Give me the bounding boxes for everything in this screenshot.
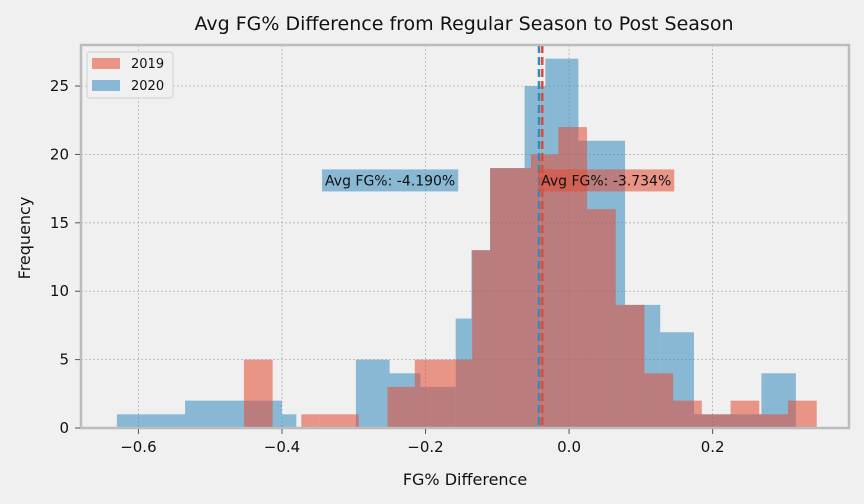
bar-2020 <box>185 400 254 428</box>
bar-2019 <box>730 400 760 428</box>
legend-swatch-2020 <box>92 80 120 91</box>
x-tick-label: 0.0 <box>557 438 581 456</box>
bar-2019 <box>455 359 473 428</box>
y-axis-ticks: 0 5 10 15 20 25 <box>50 77 80 437</box>
legend-label-2019: 2019 <box>131 57 164 72</box>
annotation-box <box>538 169 675 192</box>
annotation-text: Avg FG%: -3.734% <box>541 173 671 189</box>
bar-2019 <box>587 209 616 428</box>
x-tick-label: 0.2 <box>701 438 725 456</box>
x-tick-label: −0.2 <box>407 438 443 456</box>
bar-2019 <box>759 414 788 428</box>
y-tick-label: 10 <box>50 282 69 300</box>
y-tick-label: 25 <box>50 77 69 95</box>
bar-2019 <box>301 414 320 428</box>
bar-2019 <box>615 304 645 428</box>
x-tick-label: −0.6 <box>120 438 156 456</box>
bars <box>116 58 817 429</box>
bar-2019 <box>490 168 532 428</box>
bar-2019 <box>644 373 674 428</box>
bar-2020 <box>281 414 297 428</box>
y-tick-label: 20 <box>50 145 69 163</box>
bar-2019 <box>701 414 731 428</box>
bar-2019 <box>531 154 559 428</box>
bar-2019 <box>472 250 491 428</box>
legend-swatch-2019 <box>92 58 120 69</box>
annotation-2019: Avg FG%: -3.734% <box>538 169 675 192</box>
bar-2019 <box>319 414 359 428</box>
y-axis-label: Frequency <box>15 197 34 280</box>
annotation-2020: Avg FG%: -4.190% <box>322 169 459 192</box>
annotation-box <box>322 169 459 192</box>
bar-2019 <box>787 400 817 428</box>
bar-2020 <box>355 359 390 428</box>
y-tick-label: 0 <box>59 419 69 437</box>
bar-2019 <box>243 359 273 428</box>
bar-2019 <box>387 386 415 428</box>
bar-2019 <box>414 359 456 428</box>
y-tick-label: 15 <box>50 214 69 232</box>
bar-2020 <box>116 414 186 428</box>
x-axis-label: FG% Difference <box>403 470 527 489</box>
mean-lines <box>537 45 544 428</box>
x-axis-ticks: −0.6 −0.4 −0.2 0.0 0.2 <box>120 429 725 456</box>
legend: 2019 2020 <box>86 51 174 99</box>
bar-2019 <box>673 400 702 428</box>
annotation-text: Avg FG%: -4.190% <box>325 173 455 189</box>
plot-frame <box>79 43 851 430</box>
y-tick-label: 5 <box>59 351 69 369</box>
x-tick-label: −0.4 <box>264 438 300 456</box>
annotations: Avg FG%: -4.190% Avg FG%: -3.734% <box>322 169 675 192</box>
chart-title: Avg FG% Difference from Regular Season t… <box>195 13 734 35</box>
legend-label-2020: 2020 <box>131 79 164 94</box>
